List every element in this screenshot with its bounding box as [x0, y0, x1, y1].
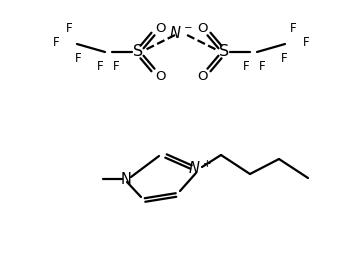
Text: F: F — [243, 59, 249, 73]
Text: O: O — [197, 21, 207, 35]
Text: O: O — [155, 69, 165, 83]
Text: F: F — [113, 59, 119, 73]
Text: O: O — [197, 69, 207, 83]
Text: F: F — [53, 35, 59, 48]
Text: $N^-$: $N^-$ — [169, 25, 193, 41]
Text: O: O — [155, 21, 165, 35]
Text: $N^+$: $N^+$ — [188, 159, 212, 177]
Text: N: N — [121, 172, 131, 187]
Text: F: F — [281, 52, 287, 66]
Text: F: F — [75, 52, 81, 66]
Text: F: F — [303, 35, 309, 48]
Text: F: F — [259, 59, 265, 73]
Text: F: F — [97, 59, 103, 73]
Text: S: S — [219, 45, 229, 59]
Text: F: F — [66, 21, 72, 35]
Text: F: F — [290, 21, 296, 35]
Text: S: S — [133, 45, 143, 59]
